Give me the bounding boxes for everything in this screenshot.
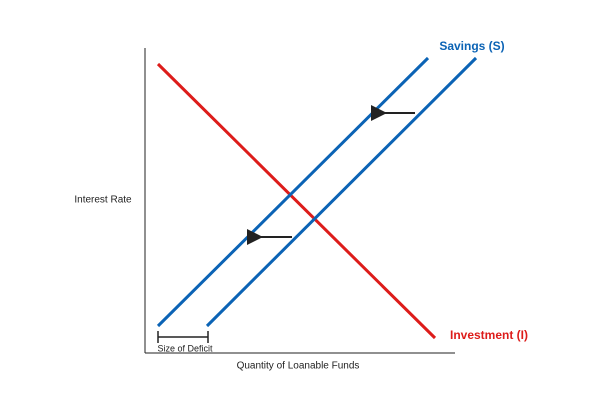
deficit-bracket: [157, 331, 209, 343]
x-axis-label: Quantity of Loanable Funds: [237, 361, 360, 372]
investment-curve: [156, 62, 437, 340]
savings-label: Savings (S): [439, 39, 504, 53]
deficit-label: Size of Deficit: [157, 343, 213, 353]
y-axis-label: Interest Rate: [74, 195, 132, 206]
savings-curve: [205, 56, 478, 328]
savings-curve-shifted: [156, 56, 430, 328]
investment-label: Investment (I): [450, 328, 528, 342]
